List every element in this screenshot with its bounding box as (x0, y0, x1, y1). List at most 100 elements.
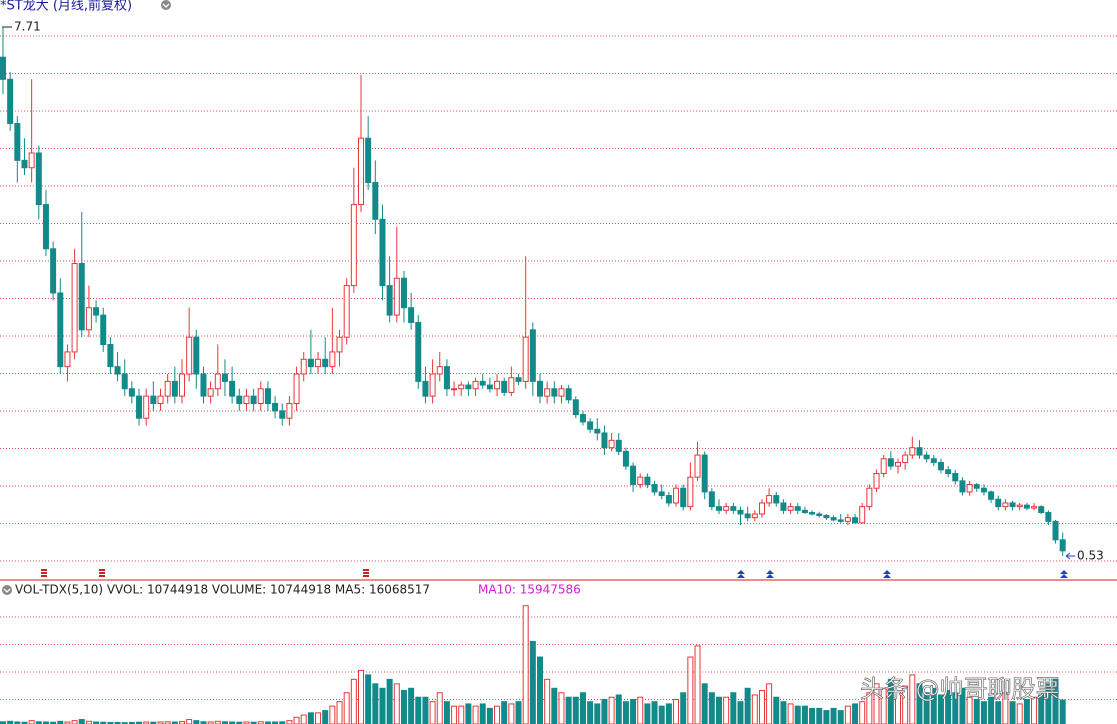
volume-bar (200, 721, 207, 724)
vol-menu-icon[interactable] (2, 585, 12, 595)
candle-body (35, 152, 42, 206)
volume-bar (0, 721, 6, 724)
volume-bar (837, 710, 844, 724)
volume-bar (458, 705, 465, 724)
candle-body (114, 366, 121, 375)
candle-body (207, 388, 214, 397)
volume-bar (723, 696, 730, 724)
volume-bar (816, 707, 823, 724)
candle-body (1002, 502, 1009, 508)
volume-bar (708, 692, 715, 724)
volume-bar (114, 721, 121, 724)
candle-body (0, 56, 6, 80)
volume-bar (923, 692, 930, 724)
volume-bar (71, 720, 78, 724)
candle-body (816, 513, 823, 516)
volume-bar (673, 698, 680, 724)
volume-bar (830, 707, 837, 724)
grid (0, 35, 1117, 700)
candle-body (458, 384, 465, 390)
volume-bar (966, 696, 973, 724)
candle-body (902, 454, 909, 463)
candle-body (995, 498, 1002, 508)
volume-bar (537, 656, 543, 724)
candle-body (930, 458, 937, 463)
volume-bar (794, 705, 801, 724)
candle-body (537, 380, 543, 397)
candle-body (673, 487, 680, 504)
candle-body (157, 395, 164, 404)
candle-body (980, 487, 987, 493)
candle-body (801, 509, 808, 514)
candle-body (1009, 502, 1016, 508)
candle-body (393, 277, 400, 316)
volume-bar (1002, 692, 1009, 724)
volume-bar (250, 721, 257, 724)
candle-body (286, 402, 293, 419)
volume-bar (902, 685, 909, 724)
volume-bar (415, 696, 422, 724)
candle-body (787, 506, 794, 511)
candle-body (701, 454, 708, 493)
candle-body (264, 388, 271, 404)
volume-bar (501, 701, 508, 724)
candle-body (1059, 539, 1066, 552)
volume-bar (100, 721, 107, 724)
candle-body (923, 454, 930, 460)
candle-body (572, 399, 579, 416)
candle-body (809, 512, 816, 515)
volume-bar (787, 703, 794, 724)
candle-body (179, 373, 185, 397)
candle-body (594, 428, 601, 434)
candle-body (508, 377, 515, 393)
candle-body (515, 377, 522, 382)
candle-body (415, 321, 422, 382)
marks (0, 27, 1066, 724)
candle-body (71, 263, 78, 353)
candle-body (1052, 520, 1059, 541)
candle-body (988, 491, 995, 500)
volume-bar (451, 705, 458, 724)
volume-bar (558, 692, 565, 724)
title-menu-icon[interactable] (161, 0, 171, 10)
candle-body (615, 439, 622, 452)
candle-body (379, 218, 386, 287)
candle-body (128, 388, 135, 397)
volume-bar (136, 721, 143, 724)
volume-bar (422, 696, 429, 724)
volume-bar (973, 698, 980, 724)
candle-body (1031, 506, 1038, 509)
volume-bar (508, 703, 515, 724)
volume-bar (895, 690, 901, 724)
candle-body (57, 292, 64, 368)
volume-bar (408, 687, 415, 724)
candle-body (880, 458, 887, 474)
candle-body (42, 204, 49, 250)
volume-bar (866, 692, 873, 724)
volume-bar (579, 692, 586, 724)
candle-body (100, 314, 107, 346)
volume-bar (307, 712, 314, 724)
candle-body (744, 513, 751, 519)
candle-body (565, 388, 572, 401)
candle-body (50, 248, 57, 294)
candle-body (229, 380, 236, 397)
candle-body (501, 380, 508, 393)
volume-bar (157, 721, 164, 724)
candle-body (307, 358, 314, 368)
candle-body (601, 432, 608, 449)
volume-bar (221, 721, 228, 724)
high-annotation: 7.71 (14, 20, 41, 34)
volume-bar (658, 705, 665, 724)
candle-body (952, 472, 959, 482)
candle-body (429, 373, 436, 397)
candle-body (1016, 504, 1023, 508)
volume-bar (257, 721, 264, 724)
volume-bar (615, 694, 622, 724)
signal-icons (41, 569, 369, 577)
candle-body (150, 395, 157, 404)
candle-body (551, 388, 558, 397)
candle-body (479, 380, 486, 386)
volume-bar (400, 690, 407, 724)
volume-bar (1023, 698, 1030, 724)
